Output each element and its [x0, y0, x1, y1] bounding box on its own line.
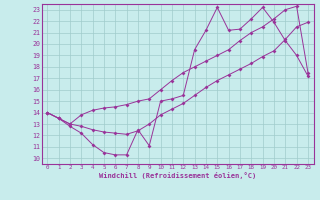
X-axis label: Windchill (Refroidissement éolien,°C): Windchill (Refroidissement éolien,°C) [99, 172, 256, 179]
